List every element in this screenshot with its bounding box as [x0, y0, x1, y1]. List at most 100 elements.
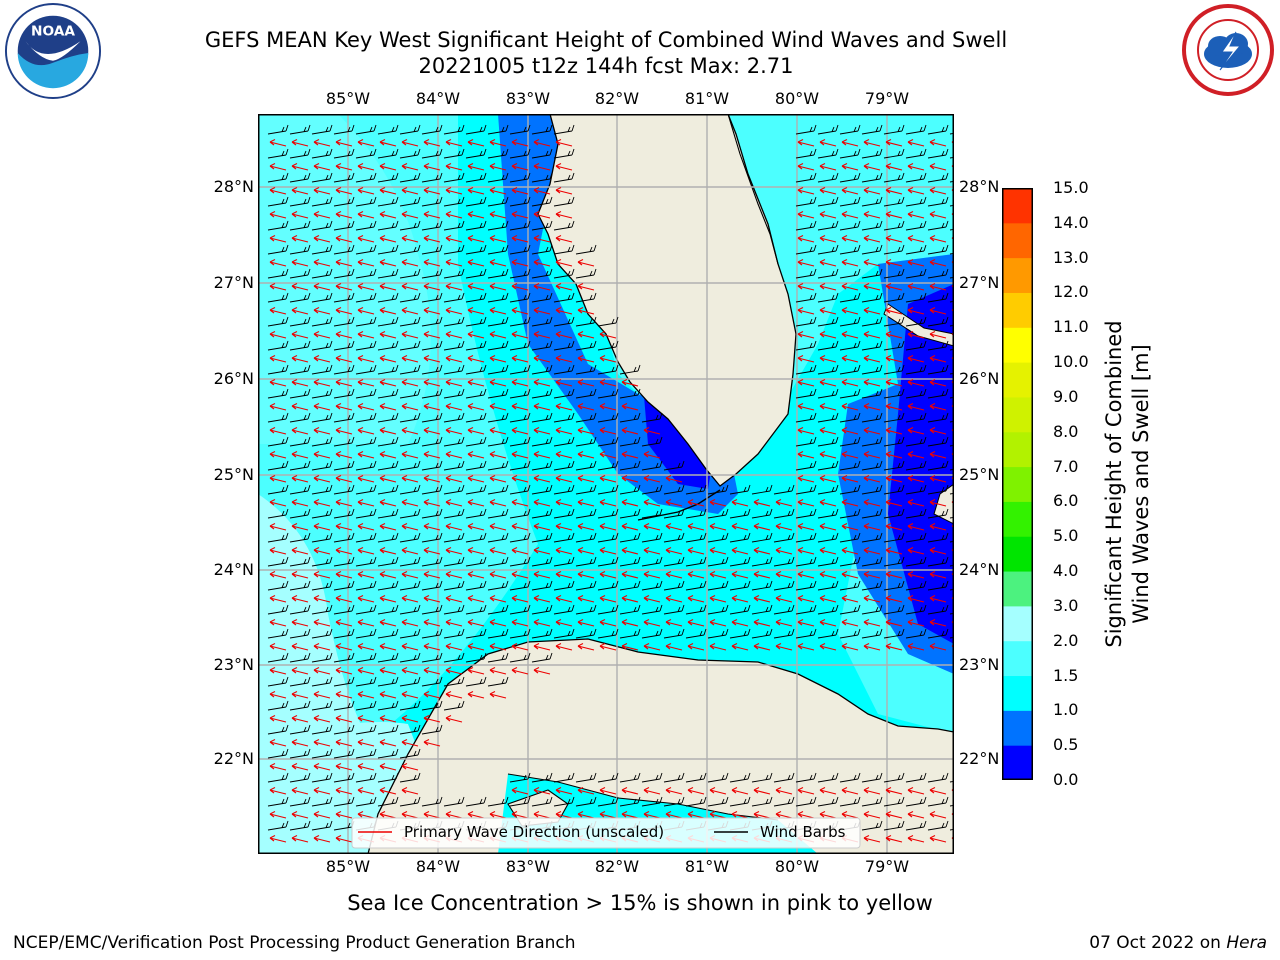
wave-direction-arrow [269, 595, 287, 603]
wind-barb [311, 532, 333, 543]
wind-barb [509, 388, 531, 399]
wave-direction-arrow [401, 427, 419, 435]
colorbar-band [1002, 257, 1033, 293]
wind-barb [289, 796, 311, 807]
wave-direction-arrow [665, 475, 683, 483]
wind-barb [553, 580, 575, 591]
wind-barb [795, 268, 817, 279]
wind-barb [399, 388, 421, 399]
wind-barb [377, 220, 399, 231]
wave-direction-arrow [357, 307, 375, 315]
wind-barb [399, 412, 421, 423]
wind-barb [465, 436, 487, 447]
wave-direction-arrow [731, 811, 749, 819]
wind-barb [421, 484, 443, 495]
wind-barb [267, 412, 289, 423]
wind-barb [817, 580, 839, 591]
wave-direction-arrow [379, 283, 397, 291]
wind-barb [575, 460, 597, 471]
wind-barb [377, 628, 399, 639]
wind-barb [531, 580, 553, 591]
wave-direction-arrow [555, 475, 573, 483]
wave-direction-arrow [621, 403, 639, 411]
wave-direction-arrow [379, 763, 397, 771]
wave-direction-arrow [511, 547, 529, 555]
wave-direction-arrow [401, 139, 419, 147]
wind-barb [839, 124, 861, 135]
wave-direction-arrow [709, 643, 727, 651]
wave-direction-arrow [555, 355, 573, 363]
wave-direction-arrow [423, 739, 441, 747]
wind-barb [597, 316, 619, 327]
wind-barb [443, 484, 465, 495]
wave-direction-arrow [291, 667, 309, 675]
wind-barb [377, 196, 399, 207]
wind-barb [905, 148, 927, 159]
wave-direction-arrow [533, 523, 551, 531]
wind-barb [751, 580, 773, 591]
wave-direction-arrow [687, 523, 705, 531]
wave-direction-arrow [841, 307, 859, 315]
wind-barb [267, 556, 289, 567]
wind-barb [553, 436, 575, 447]
wave-direction-arrow [379, 787, 397, 795]
wind-barb [399, 796, 421, 807]
wave-direction-arrow [401, 595, 419, 603]
wave-direction-arrow [797, 283, 815, 291]
wave-direction-arrow [489, 619, 507, 627]
wind-barb [641, 796, 663, 807]
wave-direction-arrow [423, 163, 441, 171]
wind-barb [355, 292, 377, 303]
wind-barb [531, 508, 553, 519]
colorbar-band [1002, 605, 1033, 642]
wind-barb [443, 292, 465, 303]
wave-direction-arrow [445, 259, 463, 267]
wave-direction-arrow [841, 787, 859, 795]
wave-field-0-0.5-bahamas [888, 284, 954, 644]
wind-barb [883, 316, 905, 327]
wave-direction-arrow [445, 619, 463, 627]
wave-direction-arrow [357, 235, 375, 243]
wave-direction-arrow [511, 379, 529, 387]
lat-right-27n: 27°N [959, 273, 1000, 292]
wave-direction-arrow [313, 787, 331, 795]
wind-barb [311, 820, 333, 831]
wind-barb [751, 532, 773, 543]
wave-direction-arrow [401, 475, 419, 483]
wind-barb [553, 340, 575, 351]
wave-direction-arrow [467, 427, 485, 435]
wind-barb [905, 556, 927, 567]
wind-barb [267, 220, 289, 231]
wave-direction-arrow [291, 787, 309, 795]
wind-barb [465, 172, 487, 183]
wave-direction-arrow [599, 379, 617, 387]
wind-barb [817, 316, 839, 327]
wind-barb [465, 124, 487, 135]
andros-island [933, 483, 954, 525]
wind-barb [333, 460, 355, 471]
wind-barb [861, 316, 883, 327]
wind-barb [883, 340, 905, 351]
wave-direction-arrow [335, 475, 353, 483]
wave-direction-arrow [335, 643, 353, 651]
wave-direction-arrow [291, 379, 309, 387]
wind-barb [883, 628, 905, 639]
wave-direction-arrow [379, 307, 397, 315]
wind-barb [289, 388, 311, 399]
wind-barb [443, 580, 465, 591]
wave-direction-arrow [489, 355, 507, 363]
wind-barb [839, 412, 861, 423]
wave-direction-arrow [511, 283, 529, 291]
wave-direction-arrow [489, 235, 507, 243]
wind-barb [597, 364, 619, 375]
wind-barb [267, 436, 289, 447]
wind-barb [773, 628, 795, 639]
wave-direction-arrow [335, 763, 353, 771]
wave-direction-arrow [577, 403, 595, 411]
wind-barb [619, 556, 641, 567]
colorbar-tick-label: 9.0 [1053, 386, 1079, 406]
wave-direction-arrow [401, 163, 419, 171]
wave-direction-arrow [885, 283, 903, 291]
wind-barb [487, 556, 509, 567]
wave-direction-arrow [467, 595, 485, 603]
